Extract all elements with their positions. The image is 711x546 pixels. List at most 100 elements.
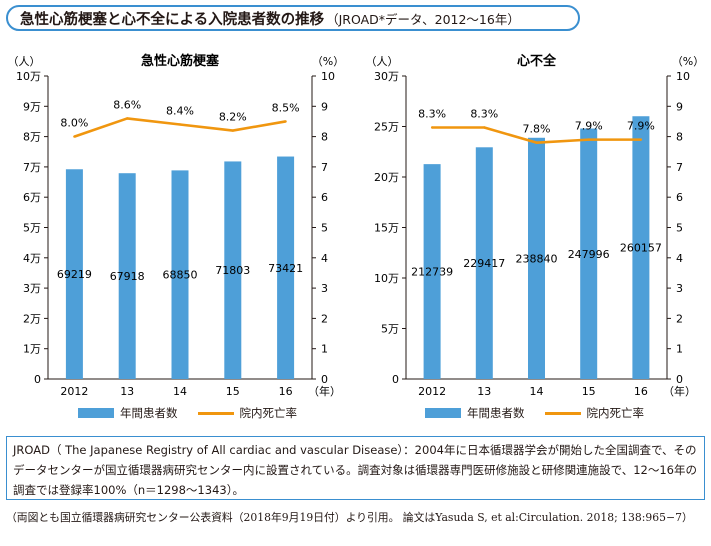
bar (171, 170, 189, 379)
left-tick-label: 8万 (23, 131, 41, 144)
x-tick-label: 13 (477, 385, 491, 398)
x-tick-label: 14 (173, 385, 187, 398)
legend-item-mortality: 院内死亡率 (197, 405, 298, 421)
main-title: 急性心筋梗塞と心不全による入院患者数の推移 (20, 11, 325, 28)
left-tick-label: 2万 (23, 312, 41, 325)
right-tick-label: 8 (676, 131, 683, 144)
bar-value-label: 238840 (516, 252, 558, 265)
right-tick-label: 6 (321, 191, 328, 204)
left-tick-label: 5万 (23, 222, 41, 235)
mortality-label: 8.6% (113, 98, 141, 111)
chart-title-banner: 急性心筋梗塞と心不全による入院患者数の推移 （JROAD*データ、2012〜16年… (6, 5, 580, 31)
bar (118, 173, 136, 379)
mortality-label: 8.0% (60, 117, 88, 130)
ami-chart: 急性心筋梗塞 （人） （%） 0 1万 2万 3万 4万 5万 6万 7万 8万 9万 10万 0 1 2 3 4 5… (8, 53, 345, 398)
mortality-point (483, 126, 486, 129)
jroad-note: JROAD（ The Japanese Registry of All card… (6, 436, 705, 500)
x-axis-unit: （年） (663, 384, 696, 398)
x-tick-label: 2012 (60, 385, 88, 398)
mortality-point (178, 123, 182, 126)
mortality-point (73, 135, 76, 138)
left-axis-unit: （人） (8, 55, 41, 68)
mortality-point (126, 117, 129, 120)
mortality-label: 8.3% (470, 108, 498, 121)
left-tick-label: 10万 (16, 70, 41, 83)
bar (632, 116, 650, 380)
x-tick-label: 16 (634, 385, 648, 398)
right-tick-label: 6 (676, 191, 683, 204)
left-tick-label: 3万 (23, 282, 41, 295)
legend-item-patients: 年間患者数 (425, 405, 525, 421)
right-tick-label: 0 (321, 373, 328, 386)
x-tick-label: 15 (582, 385, 596, 398)
mortality-point (231, 129, 234, 132)
right-axis-unit: （%） (672, 55, 704, 68)
left-tick-label: 0 (34, 373, 41, 386)
legend-item-patients: 年間患者数 (78, 405, 178, 421)
left-tick-label: 30万 (374, 70, 399, 83)
right-tick-label: 2 (676, 312, 683, 325)
bar-value-label: 68850 (163, 269, 198, 282)
note-text: JROAD（ The Japanese Registry of All card… (13, 443, 697, 497)
legend-bar-swatch (425, 408, 461, 418)
hf-legend: 年間患者数 院内死亡率 (425, 405, 664, 421)
left-tick-label: 7万 (23, 161, 41, 174)
source-citation: （両図とも国立循環器病研究センター公表資料（2018年9月19日付）より引用。 … (6, 511, 693, 524)
x-axis-unit: （年） (308, 384, 341, 398)
legend-line-swatch (544, 411, 581, 415)
bar (580, 128, 598, 379)
main-subtitle: （JROAD*データ、2012〜16年） (326, 11, 520, 27)
bar (423, 164, 441, 379)
x-tick-label: 2012 (418, 385, 446, 398)
legend-line-swatch (197, 411, 234, 415)
bar-value-label: 69219 (57, 268, 92, 281)
mortality-label: 7.9% (627, 120, 655, 133)
right-tick-label: 3 (676, 282, 683, 295)
left-tick-label: 9万 (23, 100, 41, 113)
left-tick-label: 5万 (381, 323, 399, 336)
left-tick-label: 25万 (374, 121, 399, 134)
right-tick-label: 4 (321, 252, 328, 265)
legend-line-label: 院内死亡率 (586, 406, 645, 420)
right-tick-label: 5 (321, 222, 328, 235)
left-tick-label: 20万 (374, 171, 399, 184)
right-axis-unit: （%） (312, 55, 344, 68)
bar-value-label: 247996 (568, 248, 610, 261)
bar (277, 156, 295, 379)
right-tick-label: 8 (321, 131, 328, 144)
legend-bar-swatch (78, 408, 114, 418)
mortality-point (284, 120, 287, 123)
mortality-point (430, 126, 434, 129)
mortality-point (535, 141, 538, 144)
left-tick-label: 10万 (374, 272, 399, 285)
bar-value-label: 260157 (620, 242, 662, 255)
bar (528, 137, 545, 379)
right-tick-label: 9 (321, 100, 328, 113)
x-tick-label: 15 (226, 385, 240, 398)
left-tick-label: 0 (392, 373, 399, 386)
right-tick-label: 9 (676, 100, 683, 113)
bar (475, 147, 493, 379)
right-tick-label: 0 (676, 373, 683, 386)
legend-bar-label: 年間患者数 (467, 406, 525, 420)
mortality-label: 8.5% (272, 101, 300, 114)
right-tick-label: 7 (676, 161, 683, 174)
x-tick-label: 16 (279, 385, 293, 398)
legend-line-label: 院内死亡率 (239, 406, 298, 420)
bar-value-label: 212739 (411, 266, 453, 279)
legend-bar-label: 年間患者数 (120, 406, 178, 420)
right-tick-label: 4 (676, 252, 683, 265)
chart-title: 心不全 (517, 53, 557, 69)
mortality-point (587, 138, 590, 141)
left-tick-label: 6万 (23, 191, 41, 204)
mortality-label: 8.2% (219, 111, 247, 124)
mortality-point (639, 138, 643, 141)
right-tick-label: 5 (676, 222, 683, 235)
left-tick-label: 1万 (23, 343, 41, 356)
heart-failure-chart: 心不全 （人） （%） 0 5万 10万 15万 20万 25万 30万 0 1 2 3 4 5 6 7 8 9 10 2… (366, 53, 705, 398)
mortality-line (73, 117, 286, 138)
left-axis-unit: （人） (366, 55, 399, 68)
left-tick-label: 15万 (374, 222, 399, 235)
right-tick-label: 7 (321, 161, 328, 174)
right-tick-label: 10 (321, 70, 335, 83)
